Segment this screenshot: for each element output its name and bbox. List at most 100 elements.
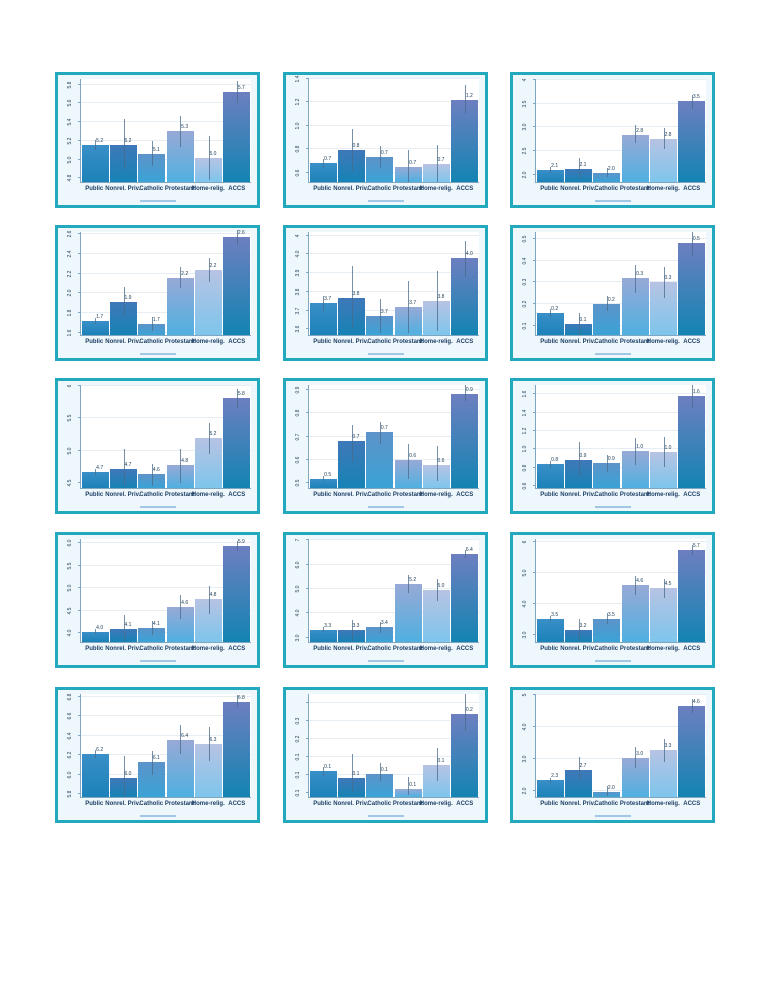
bar-chart-panel: 2.0 3.0 4.0 5 2.3 2.7 2.0 3.0 3.3 4.6 Public Nonrel… [510, 687, 715, 823]
x-tick-label: Home-relig. [419, 646, 453, 652]
x-tick-label: Protestant [392, 186, 423, 192]
y-tick-mark [306, 791, 309, 793]
x-tick-label: Nonrel. Priv. [560, 186, 596, 192]
error-bar [408, 574, 410, 593]
error-bar [236, 80, 238, 104]
y-tick-label: 0.2 [522, 300, 528, 308]
x-tick-label: Public [540, 801, 559, 807]
value-label: 4.7 [96, 464, 104, 471]
value-label: 4.8 [181, 458, 189, 465]
y-tick-mark [533, 325, 536, 327]
error-bar [351, 754, 353, 792]
plot-area: 3.6 3.7 3.8 3.9 4.0 4 3.7 3.8 3.7 3.7 3.8 4.0 [295, 232, 479, 336]
value-label: 2.8 [636, 127, 644, 134]
y-tick-mark [306, 253, 309, 255]
gridline [536, 602, 706, 604]
error-bar [464, 549, 466, 559]
value-label: 0.3 [664, 275, 672, 282]
value-label: 0.9 [579, 452, 587, 459]
y-tick-mark [78, 139, 81, 141]
x-tick-label: ACCS [683, 646, 701, 652]
error-bar [436, 579, 438, 601]
x-tick-label: Protestant [392, 492, 423, 498]
y-tick-mark [306, 773, 309, 775]
error-bar [95, 629, 97, 635]
y-tick-mark [533, 429, 536, 431]
error-bar [180, 725, 182, 755]
value-label: 0.2 [551, 306, 559, 313]
y-tick-label: 4.5 [67, 479, 73, 487]
y-tick-label: 6.8 [67, 693, 73, 701]
y-tick-mark [306, 272, 309, 274]
x-tick-label: Protestant [392, 339, 423, 345]
x-tick-label: Catholic [139, 186, 164, 192]
value-label: 0.8 [551, 457, 559, 464]
y-tick-mark [533, 634, 536, 636]
bar-chart-panel: 1.6 1.8 2.0 2.2 2.4 2.6 1.7 1.9 1.7 2.2 2.2 2.6 Publ… [55, 225, 260, 361]
x-tick-label: Home-relig. [646, 492, 680, 498]
y-tick-mark [306, 563, 309, 565]
x-tick-label: Home-relig. [646, 339, 680, 345]
x-tick-label: Protestant [619, 492, 650, 498]
value-label: 2.8 [664, 131, 672, 138]
x-tick-label: Public [313, 186, 332, 192]
plot-area: 4.5 5.0 5.5 6 4.7 4.7 4.6 4.8 5.2 5.8 [67, 385, 251, 489]
y-tick-label: 1.0 [295, 122, 301, 130]
y-tick-mark [533, 725, 536, 727]
x-tick-label: Catholic [367, 646, 392, 652]
x-tick-label: ACCS [228, 646, 246, 652]
plot-area: 2.0 2.5 3.0 3.5 4 2.1 2.1 2.0 2.8 2.8 3.5 [522, 79, 706, 183]
gridline [81, 609, 251, 611]
plot-area: 5.8 6.0 6.2 6.4 6.6 6.8 6.2 6.0 6.1 6.4 6.3 6.8 [67, 693, 251, 798]
value-label: 3.5 [551, 611, 559, 618]
bar-chart-panel: 0.5 0.6 0.7 0.8 0.9 0.5 0.7 0.7 0.6 0.6 0.9 Public N… [283, 378, 488, 514]
y-tick-label: 5.0 [67, 584, 73, 592]
x-tick-label: Catholic [594, 339, 619, 345]
y-tick-mark [533, 448, 536, 450]
x-tick-label: ACCS [683, 186, 701, 192]
x-tick-label: Catholic [594, 646, 619, 652]
x-tick-label: Protestant [164, 801, 195, 807]
value-label: 4.1 [124, 621, 132, 628]
y-tick-mark [533, 757, 536, 759]
y-tick-mark [78, 715, 81, 717]
gridline [309, 755, 479, 757]
y-tick-label: 6.6 [67, 712, 73, 720]
value-label: 4.8 [209, 592, 217, 599]
gridline [309, 148, 479, 150]
bar-accs [678, 396, 706, 488]
y-tick-label: 2.2 [67, 270, 73, 278]
value-label: 0.7 [324, 156, 332, 163]
error-bar [550, 308, 552, 318]
y-tick-label: 4.0 [295, 251, 301, 258]
error-bar [464, 694, 466, 731]
gridline [536, 540, 706, 542]
error-bar [379, 762, 381, 781]
bar-public [536, 170, 564, 182]
x-tick-label: Public [540, 186, 559, 192]
y-tick-label: 5.5 [67, 562, 73, 570]
x-tick-label: Nonrel. Priv. [105, 186, 141, 192]
y-tick-label: 0.5 [295, 479, 301, 487]
y-tick-mark [78, 102, 81, 104]
value-label: 4.6 [636, 577, 644, 584]
gridline [81, 232, 251, 234]
gridline [81, 177, 251, 179]
x-tick-label: Public [313, 339, 332, 345]
value-label: 4.0 [96, 625, 104, 632]
error-bar [236, 540, 238, 552]
error-bar [436, 747, 438, 781]
bar-chart-panel: 0.1 0.2 0.3 0.4 0.5 0.2 0.1 0.2 0.3 0.3 0.5 Public N… [510, 225, 715, 361]
value-label: 1.2 [465, 93, 473, 100]
x-tick-label: ACCS [228, 186, 246, 192]
y-tick-mark [533, 571, 536, 573]
gridline [309, 124, 479, 126]
x-axis-labels: Public Nonrel. Priv. Catholic Protestant Hom… [535, 646, 706, 656]
gridline [309, 719, 479, 721]
error-bar [606, 295, 608, 311]
footnote-mark [367, 506, 404, 508]
plot-area: 0.1 0.1 0.1 0.2 0.3 0.1 0.1 0.1 0.1 0.1 0.2 [295, 694, 479, 798]
y-tick-label: 2.4 [67, 250, 73, 258]
plot-area: 3.0 4.0 5.0 6 3.5 3.2 3.5 4.6 4.5 5.7 [522, 539, 706, 643]
y-tick-label: 1.2 [295, 98, 301, 106]
